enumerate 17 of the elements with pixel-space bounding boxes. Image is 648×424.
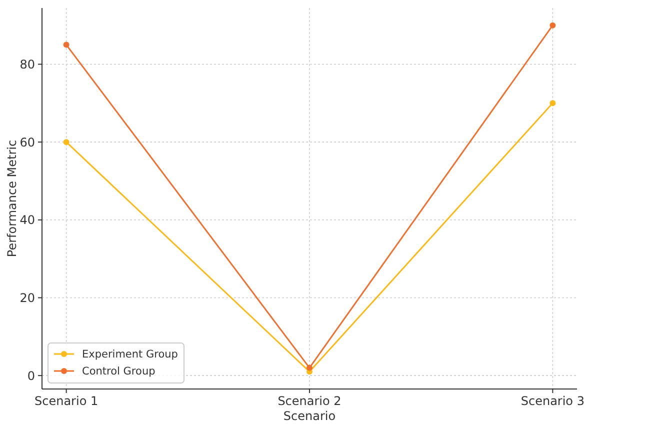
point <box>550 100 556 106</box>
point <box>550 22 556 28</box>
y-tick-label: 0 <box>27 368 35 383</box>
y-tick-label: 40 <box>20 213 35 228</box>
x-axis-title: Scenario <box>283 409 336 423</box>
point <box>306 364 312 371</box>
x-tick-label: Scenario 3 <box>520 394 584 408</box>
y-axis-title: Performance Metric <box>5 140 19 258</box>
legend-label: Control Group <box>82 366 156 378</box>
y-tick-label: 60 <box>20 135 35 150</box>
point <box>63 42 70 48</box>
x-tick-label: Scenario 2 <box>278 394 342 408</box>
y-tick-label: 80 <box>20 57 35 72</box>
point <box>63 139 70 146</box>
x-tick-label: Scenario 1 <box>34 394 98 408</box>
y-tick-label: 20 <box>20 290 35 305</box>
legend-label: Experiment Group <box>82 348 178 361</box>
